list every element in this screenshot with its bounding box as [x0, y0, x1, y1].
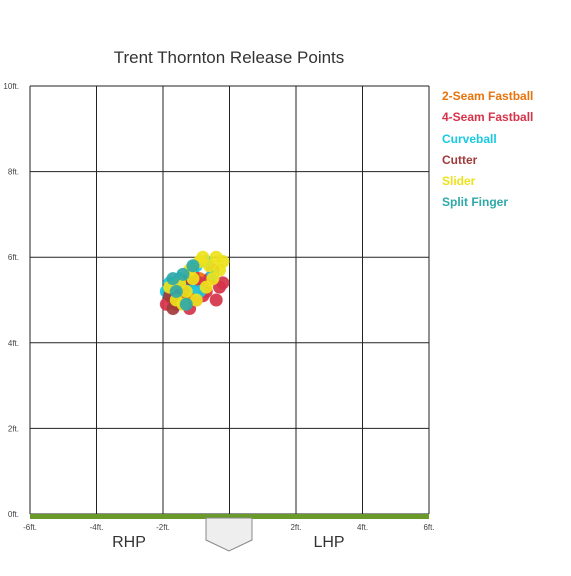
- y-tick-label: 4ft.: [8, 339, 19, 348]
- x-tick-label: 4ft.: [357, 523, 368, 532]
- data-point: [199, 280, 213, 294]
- home-plate-icon: [205, 517, 253, 552]
- legend-item: 2-Seam Fastball: [442, 89, 534, 103]
- x-tick-label: -6ft.: [23, 523, 37, 532]
- series-split-finger: [166, 259, 200, 311]
- data-point: [209, 293, 223, 307]
- x-tick-label: 2ft.: [290, 523, 301, 532]
- data-point: [186, 259, 200, 273]
- data-point: [189, 293, 203, 307]
- data-points: [159, 250, 230, 316]
- data-point: [169, 284, 183, 298]
- data-point: [213, 263, 227, 277]
- y-tick-label: 6ft.: [8, 253, 19, 262]
- x-tick-labels: -6ft. -4ft. -2ft. 2ft. 4ft. 6ft.: [23, 523, 434, 532]
- y-tick-label: 8ft.: [8, 168, 19, 177]
- y-tick-label: 0ft.: [8, 510, 19, 519]
- chart-title: Trent Thornton Release Points: [114, 48, 345, 67]
- data-point: [176, 267, 190, 281]
- legend-item: Cutter: [442, 152, 478, 167]
- data-point: [179, 297, 193, 311]
- legend: 2-Seam Fastball 4-Seam Fastball Curveball C…: [442, 86, 533, 214]
- legend-item: Curveball: [442, 131, 497, 146]
- ground-line: [30, 514, 429, 519]
- grid-lines: [29, 85, 430, 515]
- lhp-label: LHP: [313, 534, 344, 551]
- y-tick-labels: 0ft. 2ft. 4ft. 6ft. 8ft. 10ft.: [3, 82, 19, 519]
- y-tick-label: 10ft.: [3, 82, 19, 91]
- legend-item: Split Finger: [442, 195, 508, 210]
- x-tick-label: -2ft.: [156, 523, 170, 532]
- y-tick-label: 2ft.: [8, 424, 19, 433]
- legend-item: 4-Seam Fastball: [442, 110, 534, 125]
- x-tick-label: -4ft.: [90, 523, 104, 532]
- data-point: [216, 276, 230, 290]
- data-point: [166, 272, 180, 286]
- x-tick-label: 6ft.: [423, 523, 434, 532]
- rhp-label: RHP: [112, 534, 146, 551]
- data-point: [196, 250, 210, 264]
- legend-item: Slider: [442, 174, 476, 189]
